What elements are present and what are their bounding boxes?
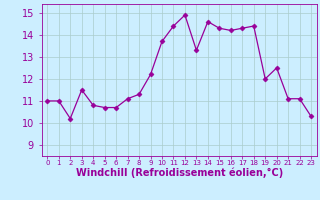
X-axis label: Windchill (Refroidissement éolien,°C): Windchill (Refroidissement éolien,°C) [76, 168, 283, 178]
